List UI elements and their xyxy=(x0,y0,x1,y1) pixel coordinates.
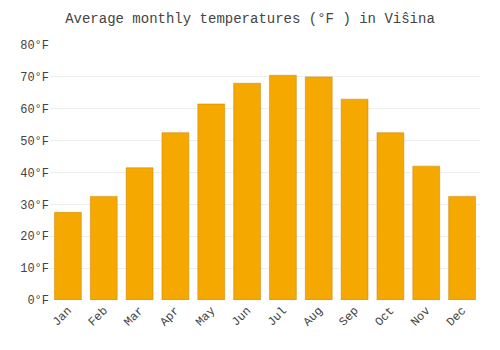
svg-text:Oct: Oct xyxy=(372,304,397,329)
svg-text:May: May xyxy=(193,304,218,329)
svg-text:Feb: Feb xyxy=(86,304,111,329)
svg-text:80°F: 80°F xyxy=(20,39,49,53)
svg-text:Aug: Aug xyxy=(301,304,326,329)
svg-text:40°F: 40°F xyxy=(20,167,49,181)
svg-text:Jul: Jul xyxy=(265,304,290,329)
svg-text:Jun: Jun xyxy=(229,304,254,329)
svg-text:20°F: 20°F xyxy=(20,230,49,244)
svg-text:Jan: Jan xyxy=(50,304,75,329)
svg-text:Mar: Mar xyxy=(121,304,146,329)
svg-text:Nov: Nov xyxy=(408,304,433,329)
svg-text:Sep: Sep xyxy=(336,304,361,329)
svg-text:Average monthly temperatures (: Average monthly temperatures (°F ) in Vi… xyxy=(65,11,435,27)
svg-text:30°F: 30°F xyxy=(20,199,49,213)
svg-text:60°F: 60°F xyxy=(20,103,49,117)
svg-text:10°F: 10°F xyxy=(20,262,49,276)
svg-text:Dec: Dec xyxy=(444,304,469,329)
svg-text:50°F: 50°F xyxy=(20,135,49,149)
svg-text:70°F: 70°F xyxy=(20,71,49,85)
svg-text:Apr: Apr xyxy=(157,304,182,329)
svg-text:0°F: 0°F xyxy=(27,294,49,308)
